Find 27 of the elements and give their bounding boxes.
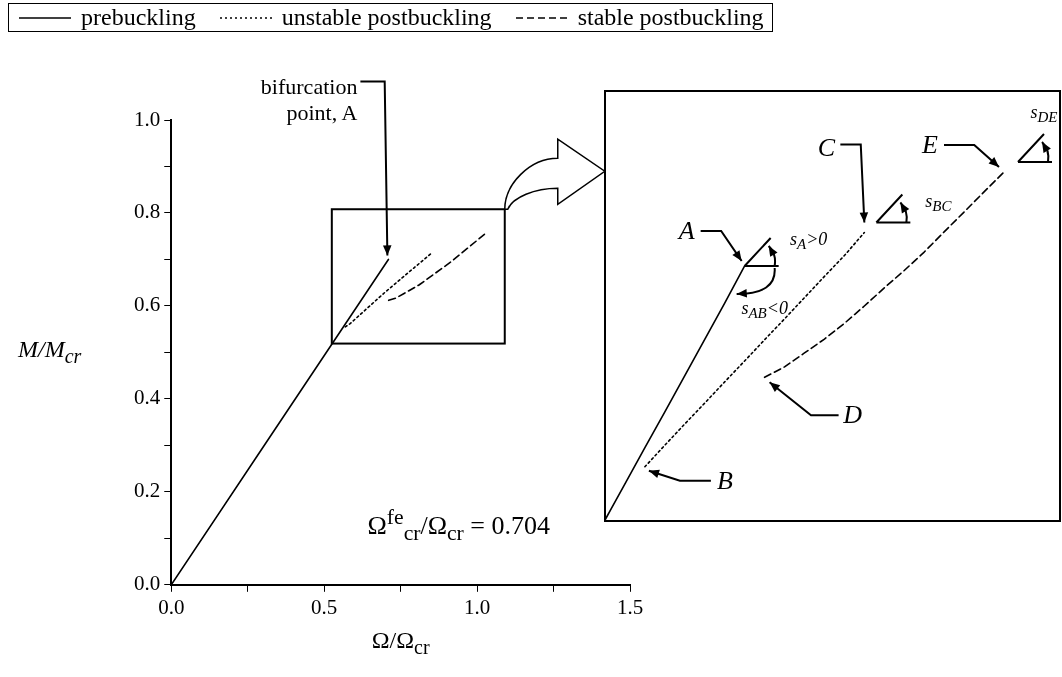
annotation: bifurcation point, A — [259, 74, 358, 125]
annotation: A — [678, 216, 695, 246]
annotation: s$_{BC}$ — [925, 190, 952, 215]
legend-label: stable postbuckling — [577, 4, 764, 31]
y-tick-label: 0.0 — [134, 571, 161, 596]
x-axis-title: Ω/Ω$_{cr}$ — [371, 626, 430, 659]
text: E — [922, 130, 938, 160]
text: C — [817, 132, 836, 163]
y-axis-title: M/M$_{cr}$ — [18, 336, 82, 369]
y-tick-label: 0.6 — [134, 292, 161, 317]
x-tick-label: 1.5 — [616, 594, 644, 619]
annotation: Ω$^{fe}$$_{cr}$/Ω$_{cr}$ = 0.704 — [367, 504, 550, 546]
annotation: s$_{A}$>0 — [789, 228, 828, 254]
line-series — [387, 233, 486, 302]
text: s$_{DE}$ — [1030, 101, 1058, 127]
legend-label: prebuckling — [81, 4, 196, 31]
annotation: s$_{AB}$<0 — [741, 297, 788, 323]
x-tick-label: 0.0 — [158, 594, 185, 619]
x-tick-label: 0.5 — [311, 594, 338, 619]
x-tick-label: 1.0 — [463, 594, 491, 619]
legend-label: unstable postbuckling — [281, 4, 492, 31]
annotation: B — [716, 465, 733, 496]
y-tick-label: 0.4 — [134, 385, 161, 410]
y-tick-label: 1.0 — [134, 106, 161, 131]
annotation: D — [843, 400, 862, 431]
y-tick-label: 0.8 — [134, 199, 161, 224]
y-tick-label: 0.2 — [134, 478, 161, 503]
